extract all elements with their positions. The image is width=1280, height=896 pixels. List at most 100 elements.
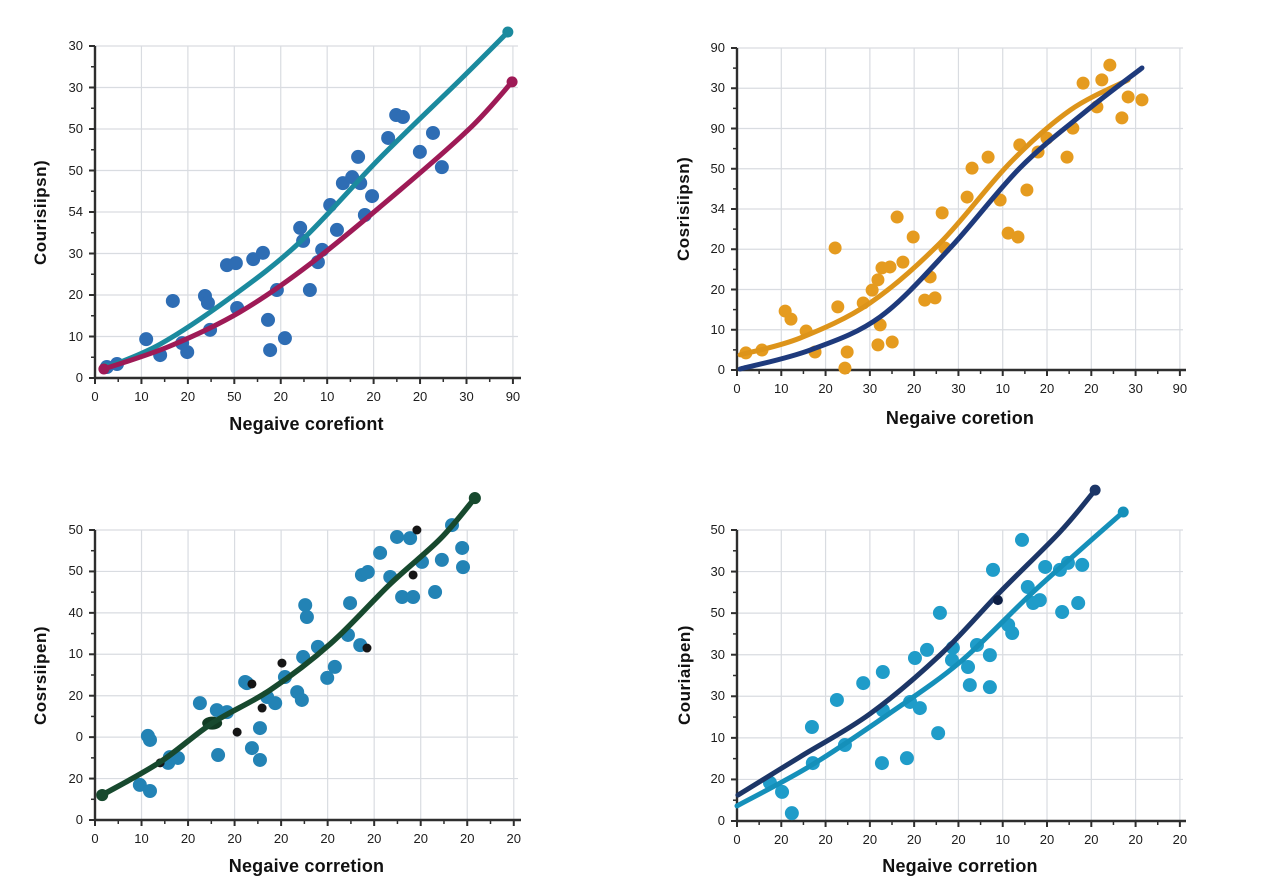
scatter-point xyxy=(875,665,890,680)
x-tick-label: 20 xyxy=(180,831,196,846)
scatter-point xyxy=(982,680,997,695)
scatter-point xyxy=(871,273,885,287)
x-tick-label: 0 xyxy=(91,389,99,404)
scatter-point xyxy=(293,220,308,235)
plot-area xyxy=(731,484,1186,827)
x-tick-label: 20 xyxy=(273,831,289,846)
trend-line xyxy=(99,495,478,798)
x-tick-label: 20 xyxy=(906,381,922,396)
scatter-point xyxy=(165,293,180,308)
y-tick-label: 0 xyxy=(75,812,83,827)
y-tick-label: 20 xyxy=(68,770,83,786)
scatter-point xyxy=(981,150,995,164)
scatter-point xyxy=(277,331,292,346)
scatter-point xyxy=(360,565,375,580)
scatter-point xyxy=(408,570,418,580)
scatter-point xyxy=(804,720,819,735)
scatter-point xyxy=(871,338,885,352)
scatter-point xyxy=(962,678,977,693)
y-tick-label: 20 xyxy=(710,281,725,297)
x-tick-label: 20 xyxy=(862,832,878,847)
y-tick-label: 90 xyxy=(710,120,725,136)
scatter-point xyxy=(986,562,1001,577)
scatter-point xyxy=(425,125,440,140)
trend-line xyxy=(734,509,1126,809)
y-tick-label: 10 xyxy=(710,729,725,745)
scatter-point xyxy=(931,726,946,741)
scatter-point xyxy=(132,777,147,792)
scatter-point xyxy=(1038,559,1053,574)
x-tick-label: 20 xyxy=(366,389,381,404)
scatter-point xyxy=(840,345,854,359)
scatter-point xyxy=(885,335,899,349)
scatter-point xyxy=(907,651,922,666)
scatter-point xyxy=(142,784,157,798)
scatter-point xyxy=(890,210,904,224)
trend-line xyxy=(737,77,1131,358)
y-tick-label: 10 xyxy=(68,646,83,662)
scatter-point xyxy=(1060,150,1074,164)
x-tick-label: 20 xyxy=(1084,381,1099,396)
y-tick-label: 50 xyxy=(68,121,83,136)
scatter-point xyxy=(257,703,267,713)
scatter-point xyxy=(343,596,358,611)
x-tick-label: 30 xyxy=(1128,381,1143,396)
scatter-point xyxy=(211,748,226,763)
x-tick-label: 20 xyxy=(1039,832,1055,847)
scatter-point xyxy=(865,283,879,297)
x-tick-label: 20 xyxy=(1172,832,1188,847)
scatter-point xyxy=(906,230,920,244)
trend-line xyxy=(102,29,511,371)
scatter-point xyxy=(428,585,443,600)
y-tick-label: 30 xyxy=(710,80,725,96)
scatter-point xyxy=(775,784,790,799)
x-tick-label: 20 xyxy=(506,831,521,846)
x-tick-label: 20 xyxy=(818,832,833,847)
scatter-point xyxy=(244,741,259,756)
scatter-point xyxy=(329,222,344,237)
scatter-point xyxy=(1075,557,1090,572)
scatter-point xyxy=(381,130,396,145)
plot-area xyxy=(89,492,521,826)
scatter-point xyxy=(365,189,380,204)
y-tick-label: 50 xyxy=(710,605,725,621)
scatter-point xyxy=(395,110,410,125)
line-marker-dot xyxy=(992,595,1003,606)
x-tick-label: 0 xyxy=(91,831,99,846)
scatter-point xyxy=(831,300,845,314)
scatter-point xyxy=(874,756,889,771)
scatter-point xyxy=(1014,532,1029,547)
y-tick-label: 0 xyxy=(717,813,725,828)
scatter-point xyxy=(784,312,798,326)
scatter-point xyxy=(412,144,427,159)
x-tick-label: 20 xyxy=(366,831,382,846)
scatter-point xyxy=(982,648,997,663)
x-tick-label: 20 xyxy=(906,832,922,847)
scatter-point xyxy=(327,659,342,674)
x-axis-title: Negaive corretion xyxy=(228,856,385,876)
scatter-point xyxy=(200,295,215,310)
x-tick-label: 20 xyxy=(412,389,428,404)
scatter-point xyxy=(320,670,335,685)
scatter-point xyxy=(1095,73,1109,87)
x-tick-label: 20 xyxy=(320,831,335,846)
scatter-point xyxy=(960,190,974,204)
scatter-point xyxy=(228,256,243,271)
scatter-point xyxy=(390,529,405,544)
scatter-point xyxy=(784,806,799,821)
x-tick-label: 20 xyxy=(1039,381,1055,396)
scatter-point xyxy=(142,732,157,747)
line-endpoint-dot xyxy=(502,26,514,38)
scatter-point xyxy=(1076,76,1090,90)
y-tick-label: 30 xyxy=(710,646,725,662)
x-tick-label: 10 xyxy=(134,831,149,846)
y-tick-label: 10 xyxy=(710,321,725,337)
x-tick-label: 20 xyxy=(273,389,288,404)
plot-svg xyxy=(731,47,1186,376)
line-endpoint-dot xyxy=(468,492,481,505)
scatter-point xyxy=(139,332,154,347)
scatter-point xyxy=(1115,111,1129,125)
scatter-point xyxy=(856,676,871,691)
y-tick-label: 0 xyxy=(717,362,725,377)
scatter-point xyxy=(268,696,283,711)
